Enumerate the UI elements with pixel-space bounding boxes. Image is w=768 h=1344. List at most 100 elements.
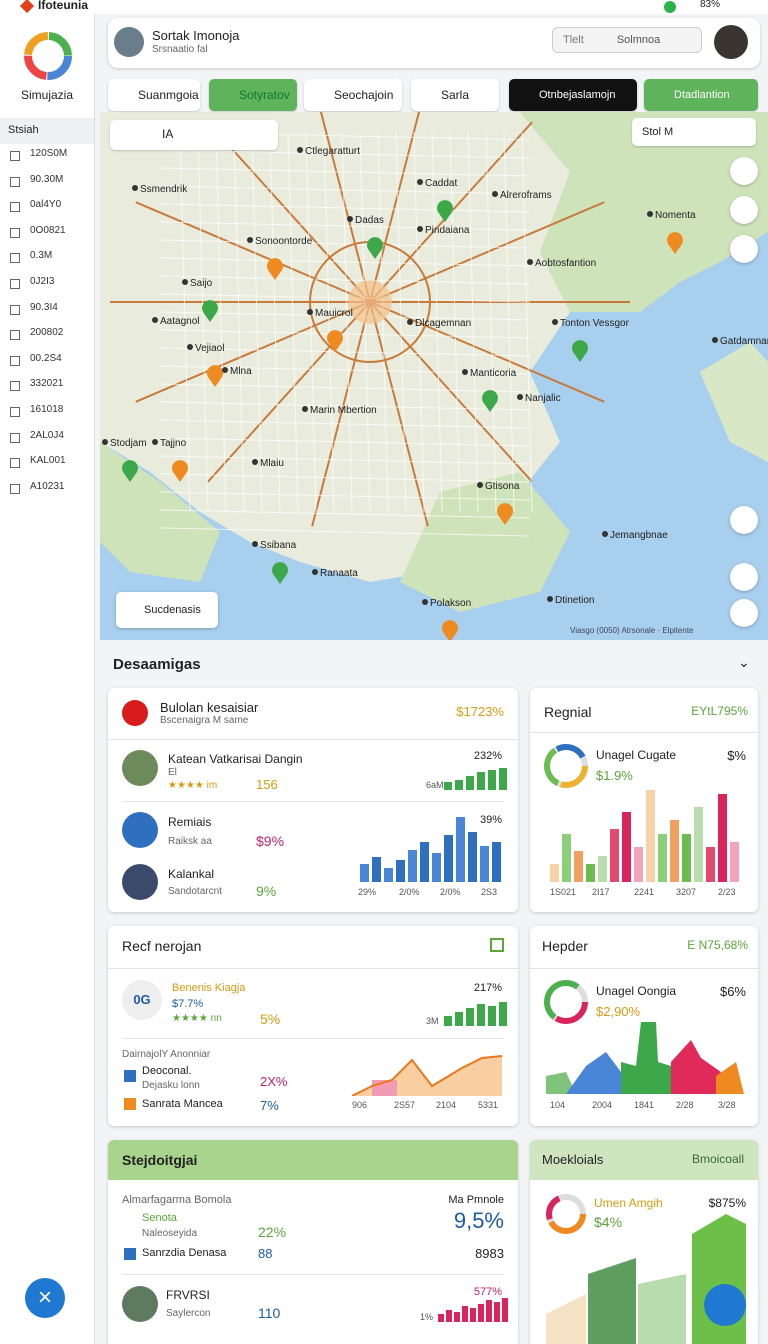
row-value: $9% [256,833,285,849]
rating: ★★★★ im [168,780,218,791]
map-control[interactable] [730,506,758,534]
toolbar-button[interactable]: Sarla [411,79,499,111]
legend-swatch [124,1070,136,1082]
map-control[interactable] [730,563,758,591]
bar [444,782,452,790]
street [159,527,531,537]
map-badge[interactable]: Sucdenasis [116,592,218,628]
card-menu[interactable] [490,938,504,952]
app-icon [19,0,35,14]
land [700,342,768,462]
nav-item[interactable]: A10231 [30,480,65,492]
nav-item[interactable]: 0O0821 [30,224,66,236]
map-control[interactable] [730,599,758,627]
place-label: Stodjam [110,438,147,449]
road [369,201,605,303]
street [215,131,227,513]
map-control[interactable] [730,157,758,185]
place-dot [417,226,423,232]
nav-icon [10,381,20,392]
place-dot [302,406,308,412]
nav-item[interactable]: 90.30M [30,173,64,185]
toolbar-button[interactable]: Suanmgoia [108,79,200,111]
map-tool[interactable]: IA [162,127,174,141]
nav-item[interactable]: 200802 [30,327,64,339]
place-label: Mauicrol [315,308,353,319]
item-name: Sanrzdia Denasa [142,1247,227,1259]
map-control[interactable] [730,196,758,224]
fab[interactable]: × [25,1278,65,1318]
nav-item[interactable]: 332021 [30,378,64,390]
shape [24,32,72,80]
nav-item[interactable]: KAL001 [30,455,66,467]
toolbar-button[interactable]: Sotyratov [209,79,297,111]
shape [352,1055,503,1096]
layers-button[interactable] [704,1284,746,1326]
nav-item[interactable]: 0al4Y0 [30,199,62,211]
divider [122,801,504,802]
search-box[interactable]: Tlelt Solmnoa [552,27,702,53]
bar [562,833,571,882]
row-name: Kalankal [168,867,215,881]
sidebar-section: Stsiah [0,118,94,144]
place-label: Gatdamnant [720,336,768,347]
nav-item[interactable]: 00.2S4 [30,352,62,364]
badge: 0G [122,980,162,1020]
row-value: 156 [256,777,278,792]
nav-item[interactable]: 0.3M [30,250,53,262]
bar [477,772,485,790]
card-action[interactable]: Bmoicoall [691,1152,744,1166]
place-dot [517,394,523,400]
street [159,401,531,411]
filter-chip: Tlelt [563,34,584,46]
street [269,131,281,513]
place-dot [462,369,468,375]
dropdown[interactable]: Otnbejaslamojn [509,79,637,111]
toolbar-button[interactable]: Seochajoin [304,79,402,111]
nav-item[interactable]: 90.3I4 [30,301,58,313]
map-pin [667,232,683,254]
nav-item[interactable]: 0J2I3 [30,276,55,287]
map-search[interactable]: Stol M [632,118,756,146]
map-pin [202,300,218,322]
place-label: Dadas [355,215,384,226]
donut-value: $1.9% [596,768,633,783]
map-pin [207,365,223,387]
nav-item[interactable]: 161018 [30,404,64,415]
place-label: Polakson [430,598,471,609]
map-control[interactable] [730,235,758,263]
street [377,131,389,513]
nav-item[interactable]: 120S0M [30,148,68,159]
road [369,301,605,403]
rating: ★★★★ nn [172,1013,222,1024]
bar [658,833,667,882]
place-label: Tajjno [160,438,187,449]
big-value: 9,5% [453,1208,504,1233]
bar [646,789,655,882]
street [179,131,191,513]
axis-label: 3207 [676,887,697,897]
place-dot [492,191,498,197]
thumbnail [122,750,158,786]
street [449,131,461,513]
right-label: Ma Pmnole [448,1194,504,1206]
app-name: Ifoteunia [38,0,88,12]
shape [671,1040,721,1094]
bar [446,1310,452,1322]
nav-item[interactable]: 2AL0J4 [30,429,64,441]
place-dot [307,309,313,315]
axis-label: 2I17 [592,887,610,897]
place-label: Aatagnol [160,316,199,327]
legend-swatch [124,1098,136,1110]
map-badge-text: Sucdenasis [144,604,201,616]
map-pin [442,620,458,640]
axis-label: 5331 [478,1100,499,1110]
card-title: Stejdoitgjai [122,1152,198,1168]
card: Recf nerojan 0G Benenis Kiagja $7.7% ★★★… [108,926,518,1126]
street [159,473,531,483]
area-chart [352,1055,503,1096]
place-dot [297,147,303,153]
section-toggle[interactable]: ⌄ [738,654,750,670]
action-button[interactable]: Dtadlantion [644,79,758,111]
card-header [530,1140,758,1180]
